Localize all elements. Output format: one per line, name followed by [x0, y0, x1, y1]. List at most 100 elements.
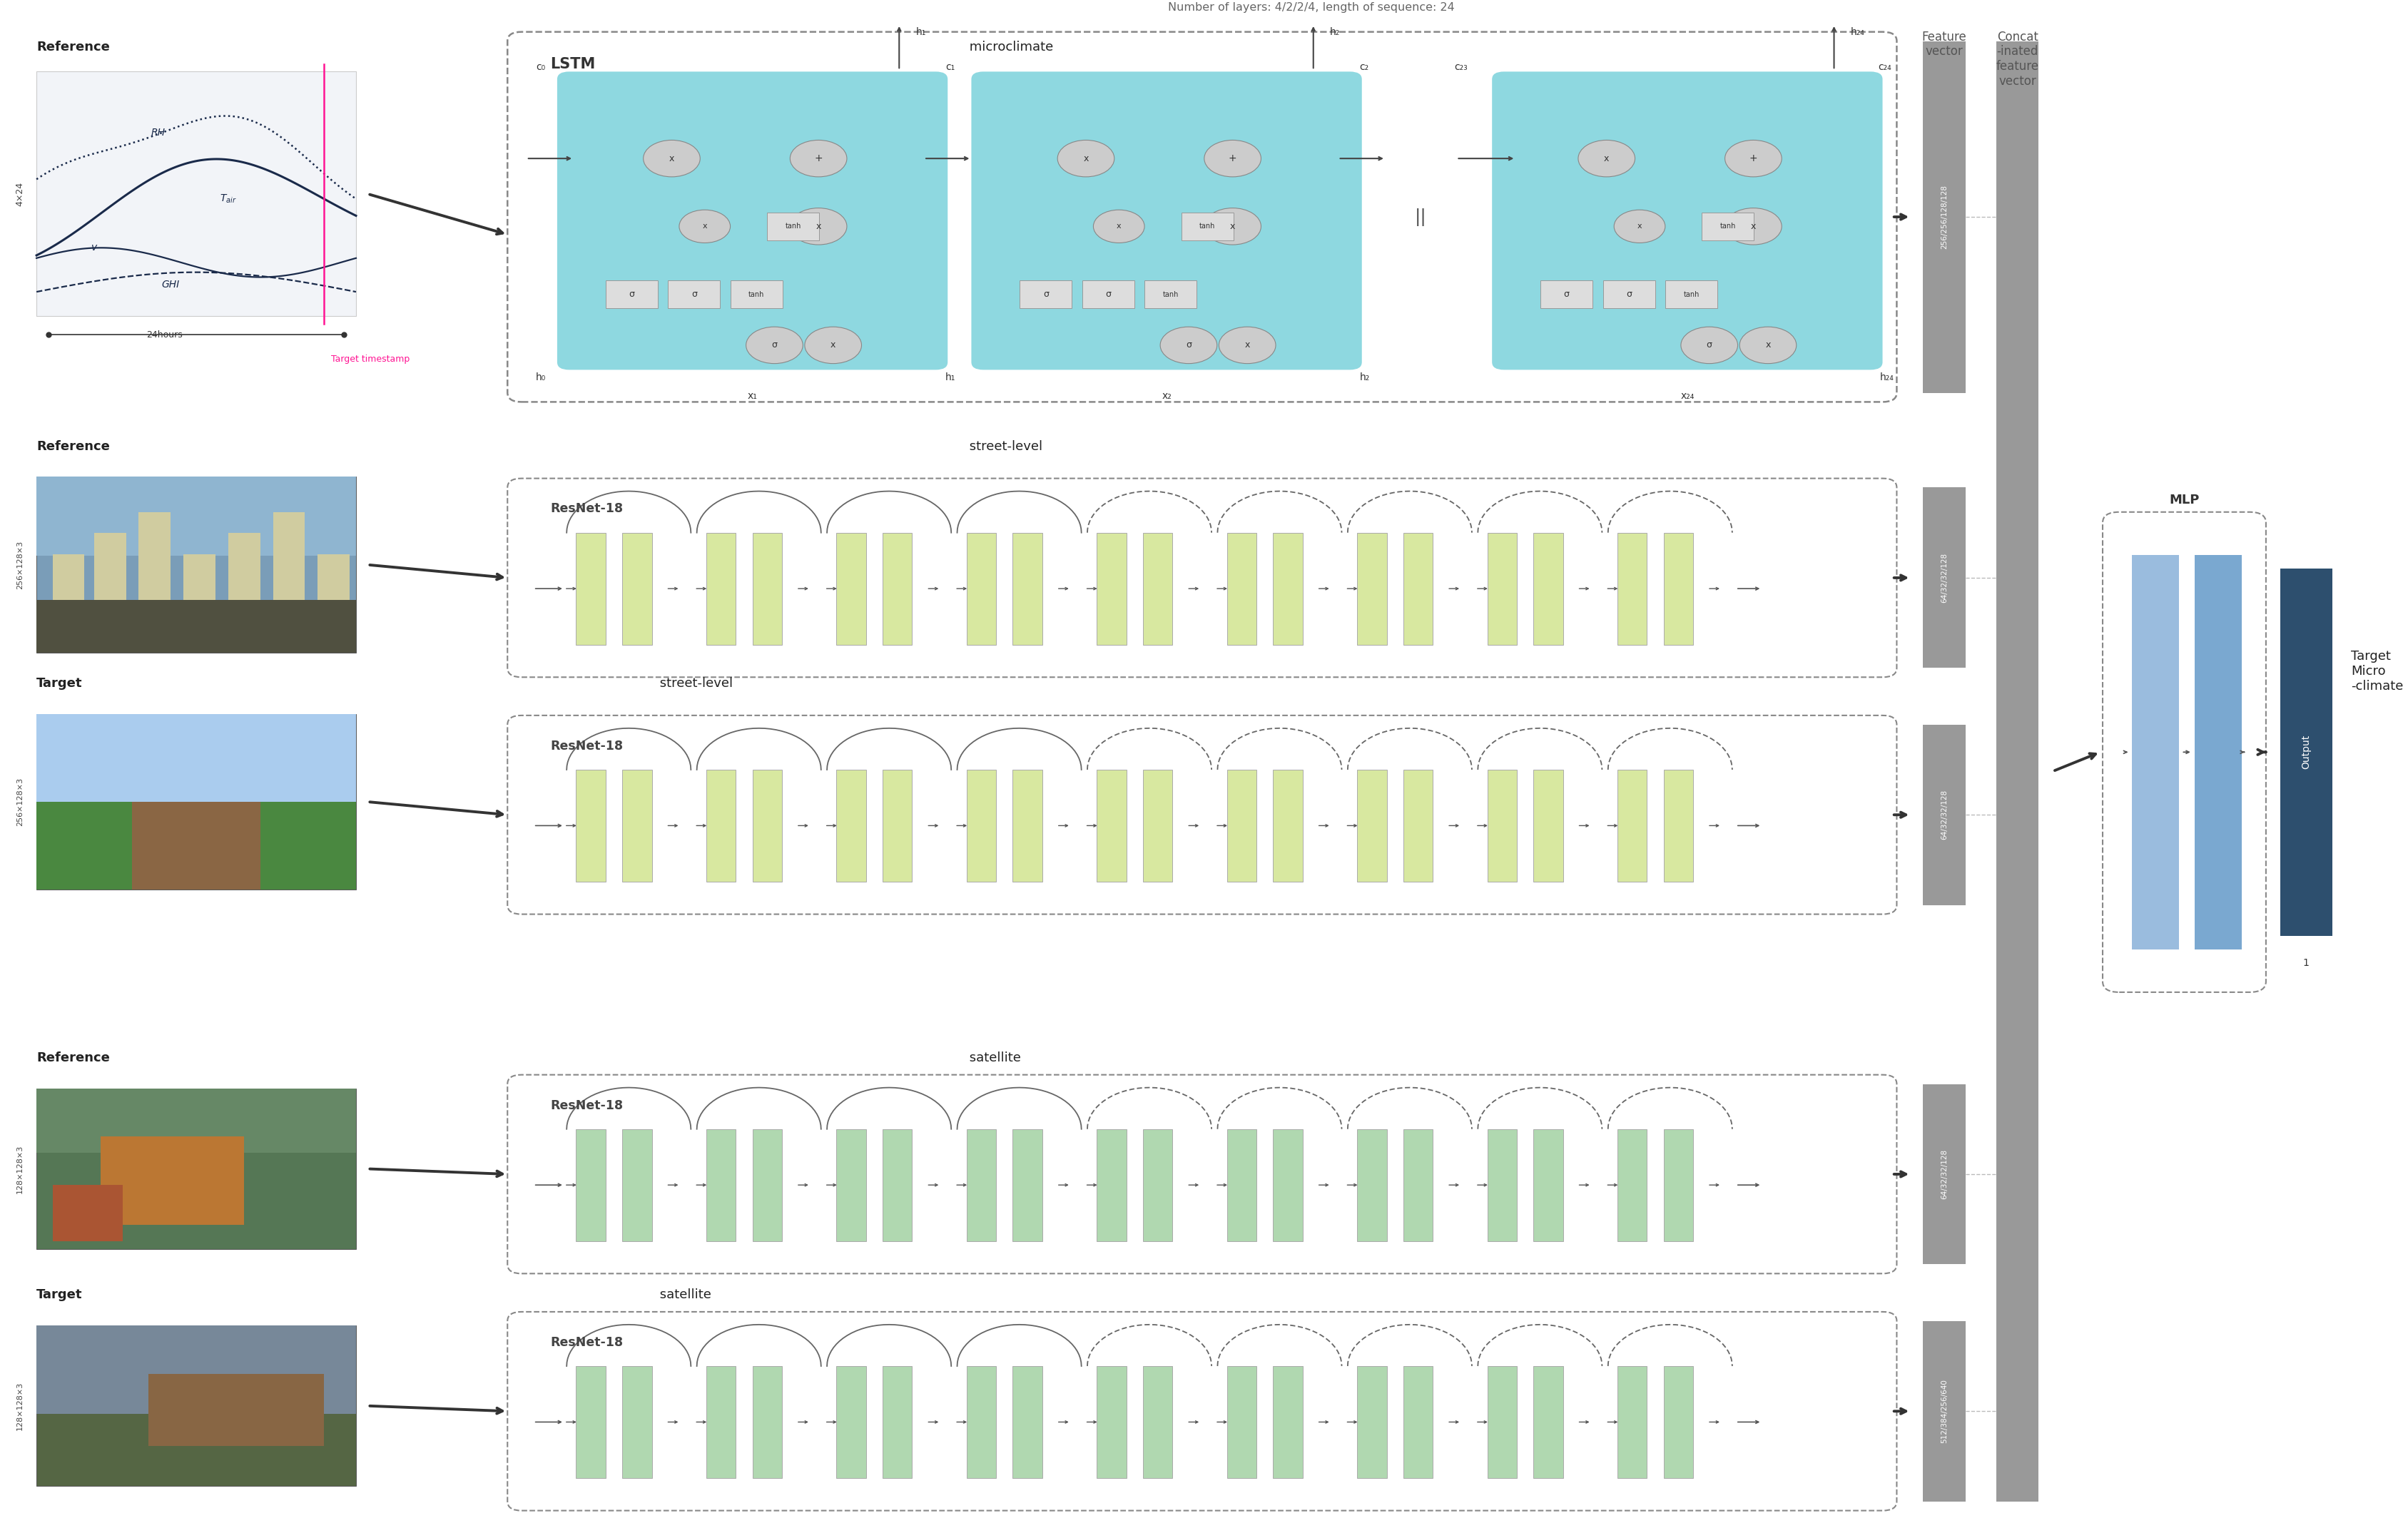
Text: x₂₄: x₂₄ — [1681, 391, 1695, 400]
Bar — [1014, 1366, 1043, 1478]
Text: x: x — [669, 153, 674, 162]
Bar — [1358, 1130, 1387, 1240]
Circle shape — [746, 327, 802, 363]
Text: c₂₄: c₂₄ — [1878, 61, 1893, 72]
Bar — [1922, 1321, 1965, 1501]
Bar — [1014, 1130, 1043, 1240]
Circle shape — [1681, 327, 1739, 363]
Bar — [1404, 1366, 1433, 1478]
Bar — [621, 770, 653, 881]
Bar — [966, 770, 997, 881]
Circle shape — [790, 208, 848, 245]
Bar — [1228, 1366, 1257, 1478]
Bar — [1014, 770, 1043, 881]
Bar — [1618, 770, 1647, 881]
Text: 128×128×3: 128×128×3 — [17, 1145, 24, 1193]
Bar — [884, 770, 913, 881]
Bar — [36, 802, 356, 889]
Text: Target timestamp: Target timestamp — [332, 354, 409, 363]
Text: tanh: tanh — [1683, 291, 1700, 297]
Text: 256/256/128/128: 256/256/128/128 — [1941, 185, 1948, 248]
Text: Output: Output — [2302, 734, 2312, 770]
Text: 256×128×3: 256×128×3 — [17, 541, 24, 589]
Bar — [1358, 770, 1387, 881]
Bar — [1358, 1366, 1387, 1478]
Bar — [607, 281, 657, 308]
FancyBboxPatch shape — [970, 72, 1363, 369]
Bar — [1404, 770, 1433, 881]
Bar — [1664, 1130, 1693, 1240]
Bar — [229, 533, 260, 604]
Text: ResNet-18: ResNet-18 — [549, 739, 624, 753]
Bar — [1096, 1130, 1127, 1240]
Bar — [183, 555, 214, 604]
Bar — [1144, 1130, 1173, 1240]
Text: Feature
vector: Feature vector — [1922, 31, 1967, 58]
Bar — [1228, 1130, 1257, 1240]
Bar — [1096, 532, 1127, 644]
Bar — [768, 213, 819, 241]
Bar — [36, 1326, 356, 1485]
Text: c₀: c₀ — [537, 61, 544, 72]
Text: x: x — [1751, 222, 1755, 231]
Bar — [1228, 770, 1257, 881]
Bar — [576, 1366, 607, 1478]
Text: tanh: tanh — [1719, 222, 1736, 230]
Text: Reference: Reference — [36, 1052, 111, 1064]
Bar — [730, 281, 783, 308]
Bar — [1404, 532, 1433, 644]
Text: h₀: h₀ — [535, 373, 547, 382]
Circle shape — [804, 327, 862, 363]
Bar — [1182, 213, 1233, 241]
Bar — [1922, 1084, 1965, 1265]
Bar — [1096, 770, 1127, 881]
Text: 512/384/256/640: 512/384/256/640 — [1941, 1380, 1948, 1443]
Text: ResNet-18: ResNet-18 — [549, 503, 624, 515]
Bar — [1618, 532, 1647, 644]
Text: ||: || — [1416, 208, 1428, 225]
Text: h₂₄: h₂₄ — [1852, 28, 1864, 37]
Text: GHI: GHI — [161, 279, 181, 290]
Bar — [836, 1130, 867, 1240]
FancyBboxPatch shape — [556, 72, 949, 369]
Bar — [149, 1374, 325, 1446]
Bar — [1534, 532, 1563, 644]
Bar — [1666, 281, 1717, 308]
FancyBboxPatch shape — [1493, 72, 1883, 369]
Circle shape — [643, 140, 701, 176]
Text: σ: σ — [691, 290, 696, 299]
Text: c₁: c₁ — [946, 61, 956, 72]
Text: 128×128×3: 128×128×3 — [17, 1381, 24, 1430]
Bar — [836, 532, 867, 644]
Text: Target: Target — [36, 1289, 82, 1302]
Bar — [1618, 1366, 1647, 1478]
Text: street-level: street-level — [655, 678, 732, 690]
Bar — [2280, 569, 2333, 935]
Text: x: x — [1245, 340, 1250, 350]
Text: +: + — [1748, 153, 1758, 164]
Bar — [576, 1130, 607, 1240]
Bar — [1664, 770, 1693, 881]
Bar — [36, 477, 356, 556]
Bar — [53, 1185, 123, 1242]
Bar — [966, 1130, 997, 1240]
Bar — [1144, 1366, 1173, 1478]
Circle shape — [1204, 208, 1262, 245]
Text: σ: σ — [1105, 290, 1110, 299]
Text: Concat
-inated
feature
vector: Concat -inated feature vector — [1996, 31, 2040, 87]
Text: σ: σ — [1707, 340, 1712, 350]
Bar — [1274, 1130, 1303, 1240]
Bar — [884, 1130, 913, 1240]
Bar — [1144, 770, 1173, 881]
Circle shape — [1724, 208, 1782, 245]
Bar — [836, 770, 867, 881]
Circle shape — [1613, 210, 1666, 242]
Bar — [621, 1366, 653, 1478]
Bar — [576, 770, 607, 881]
Bar — [706, 532, 737, 644]
Text: x: x — [1604, 153, 1609, 162]
Text: 64/32/32/128: 64/32/32/128 — [1941, 553, 1948, 602]
Bar — [1664, 1366, 1693, 1478]
Text: Target: Target — [36, 678, 82, 690]
Text: 24hours: 24hours — [147, 330, 183, 339]
